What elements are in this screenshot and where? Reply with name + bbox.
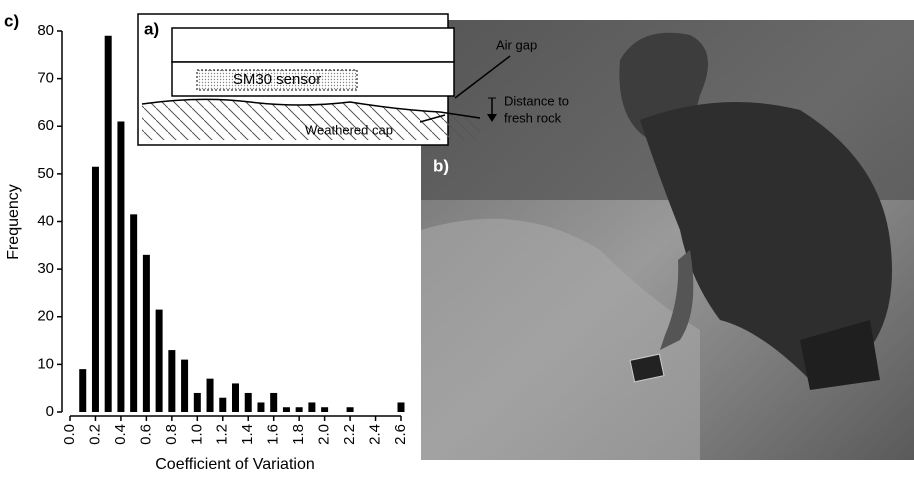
x-tick-label: 0.0 — [61, 424, 78, 445]
bar — [105, 36, 112, 412]
bar — [296, 407, 303, 412]
bar — [79, 369, 86, 412]
bar — [181, 360, 188, 412]
x-tick-label: 1.6 — [265, 424, 282, 445]
y-tick-label: 10 — [37, 355, 54, 372]
photo: b) — [421, 20, 914, 460]
x-axis-label: Coefficient of Variation — [155, 456, 315, 473]
bar — [232, 383, 239, 412]
distance-label: fresh rock — [504, 110, 562, 125]
y-axis-label: Frequency — [5, 184, 22, 260]
bar — [117, 121, 124, 412]
y-tick-label: 30 — [37, 260, 54, 277]
y-tick-label: 20 — [37, 308, 54, 325]
bar — [92, 167, 99, 412]
bar — [207, 379, 214, 412]
x-tick-label: 0.4 — [112, 424, 129, 445]
bar — [270, 393, 277, 412]
x-tick-label: 2.4 — [367, 424, 384, 445]
y-tick-label: 60 — [37, 117, 54, 134]
y-tick-label: 0 — [46, 403, 54, 420]
panel-label: b) — [433, 156, 449, 175]
x-tick-label: 1.4 — [239, 424, 256, 445]
x-tick-label: 1.0 — [188, 424, 205, 445]
bar — [168, 350, 175, 412]
weathered-label: Weathered cap — [305, 122, 393, 137]
figure: b) SM30 sensor a) Air gap Distance to fr… — [0, 0, 914, 473]
y-tick-label: 40 — [37, 212, 54, 229]
bar — [130, 214, 137, 412]
air-gap-label: Air gap — [496, 37, 537, 52]
panel-label: c) — [4, 11, 19, 30]
distance-label: Distance to — [504, 93, 569, 108]
x-tick-label: 1.8 — [290, 424, 307, 445]
x-tick-label: 0.6 — [137, 424, 154, 445]
bar — [143, 255, 150, 412]
bar — [283, 407, 290, 412]
bar — [156, 310, 163, 412]
bar — [219, 398, 226, 412]
bar — [347, 407, 354, 412]
x-tick-label: 2.6 — [392, 424, 409, 445]
x-tick-label: 0.8 — [163, 424, 180, 445]
bar — [194, 393, 201, 412]
bar — [257, 402, 264, 412]
bar — [245, 393, 252, 412]
bar — [321, 407, 328, 412]
bar — [308, 402, 315, 412]
y-tick-label: 80 — [37, 22, 54, 39]
y-tick-label: 70 — [37, 70, 54, 87]
y-tick-label: 50 — [37, 165, 54, 182]
x-tick-label: 0.2 — [86, 424, 103, 445]
x-tick-label: 2.2 — [341, 424, 358, 445]
x-tick-label: 2.0 — [316, 424, 333, 445]
sensor-label: SM30 sensor — [233, 71, 321, 88]
panel-label: a) — [144, 19, 159, 38]
bar — [398, 402, 405, 412]
x-tick-label: 1.2 — [214, 424, 231, 445]
